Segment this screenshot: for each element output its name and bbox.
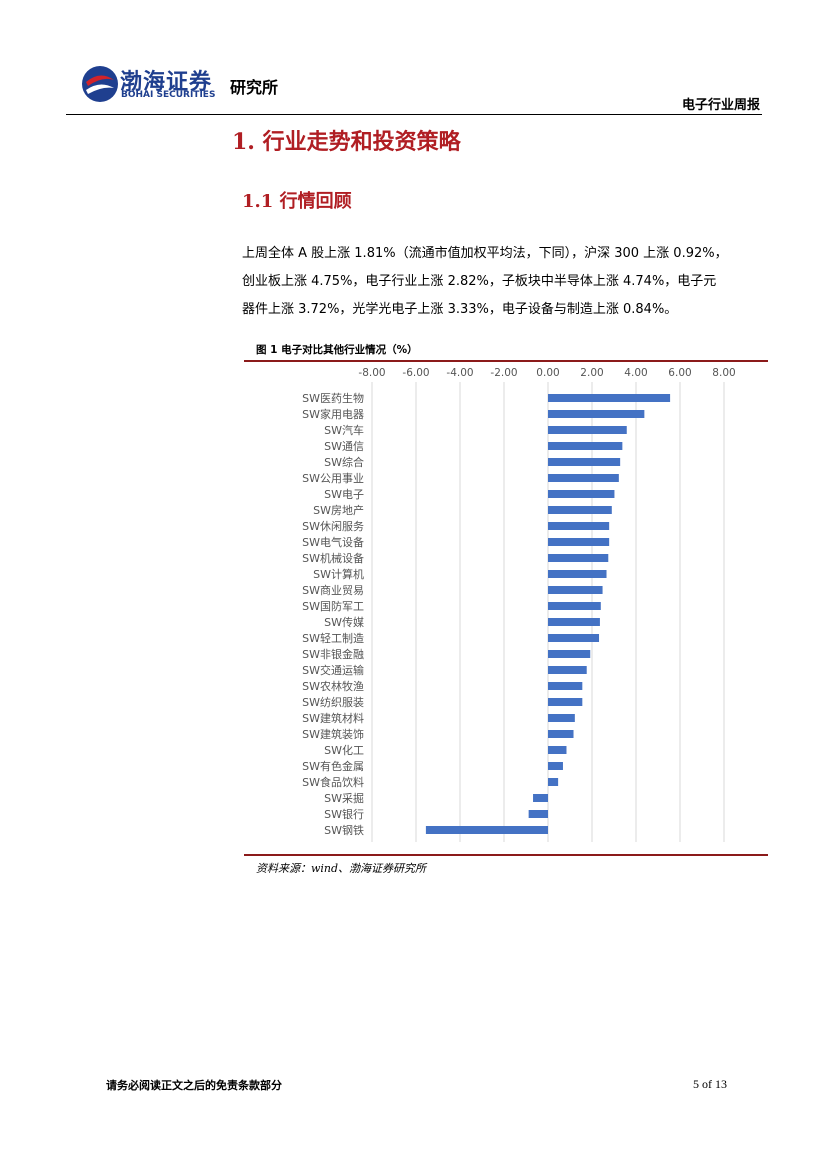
category-label: SW建筑材料 bbox=[302, 711, 364, 725]
disclaimer-note: 请务必阅读正文之后的免责条款部分 bbox=[106, 1079, 282, 1092]
bar bbox=[425, 826, 548, 834]
subsection-heading: 1.1 行情回顾 bbox=[242, 191, 352, 212]
bar bbox=[528, 810, 548, 818]
category-label: SW计算机 bbox=[313, 567, 364, 581]
category-label: SW通信 bbox=[324, 440, 364, 453]
category-label: SW钢铁 bbox=[324, 824, 364, 837]
category-label: SW传媒 bbox=[324, 616, 364, 629]
company-logo: 渤海证券 BOHAI SECURITIES 研究所 bbox=[80, 62, 300, 106]
category-label: SW非银金融 bbox=[302, 647, 364, 661]
bar bbox=[548, 570, 607, 578]
category-label: SW有色金属 bbox=[302, 759, 364, 773]
bar bbox=[548, 730, 574, 738]
bar bbox=[548, 442, 623, 450]
bar bbox=[548, 746, 567, 754]
bar bbox=[548, 554, 609, 562]
category-label: SW休闲服务 bbox=[302, 519, 364, 533]
header-divider bbox=[66, 114, 762, 115]
x-tick-label: 2.00 bbox=[580, 367, 603, 379]
category-label: SW汽车 bbox=[324, 423, 364, 437]
category-label: SW房地产 bbox=[313, 503, 364, 517]
bar bbox=[548, 762, 563, 770]
paragraph-line: 创业板上涨 4.75%，电子行业上涨 2.82%，子板块中半导体上涨 4.74%… bbox=[242, 274, 717, 289]
market-review-paragraph: 上周全体 A 股上涨 1.81%（流通市值加权平均法，下同），沪深 300 上涨… bbox=[242, 240, 762, 324]
x-tick-label: -2.00 bbox=[490, 367, 517, 379]
bar bbox=[533, 794, 548, 802]
category-label: SW家用电器 bbox=[302, 407, 364, 421]
x-tick-label: 4.00 bbox=[624, 367, 647, 379]
bar bbox=[548, 698, 583, 706]
category-label: SW公用事业 bbox=[302, 472, 364, 485]
figure-top-rule bbox=[244, 360, 768, 362]
x-tick-label: 8.00 bbox=[712, 367, 735, 379]
page-number: 5 of 13 bbox=[693, 1077, 727, 1091]
category-label: SW纺织服装 bbox=[302, 695, 364, 709]
figure-source: 资料来源：wind、渤海证券研究所 bbox=[256, 862, 427, 875]
bar bbox=[548, 506, 612, 514]
category-label: SW综合 bbox=[324, 455, 364, 469]
bar bbox=[548, 778, 559, 786]
bar bbox=[548, 538, 610, 546]
bar bbox=[548, 522, 610, 530]
category-label: SW电子 bbox=[324, 488, 364, 501]
figure-bottom-rule bbox=[244, 854, 768, 856]
category-label: SW银行 bbox=[324, 807, 364, 821]
bar bbox=[548, 410, 645, 418]
category-label: SW食品饮料 bbox=[302, 775, 364, 789]
bar bbox=[548, 634, 600, 642]
bar bbox=[548, 666, 587, 674]
category-label: SW电气设备 bbox=[302, 535, 364, 549]
category-label: SW医药生物 bbox=[302, 391, 364, 405]
category-label: SW农林牧渔 bbox=[302, 679, 364, 693]
paragraph-line: 器件上涨 3.72%，光学光电子上涨 3.33%，电子设备与制造上涨 0.84%… bbox=[242, 302, 678, 317]
bar bbox=[548, 426, 627, 434]
paragraph-line: 上周全体 A 股上涨 1.81%（流通市值加权平均法，下同），沪深 300 上涨… bbox=[242, 246, 728, 261]
x-tick-label: 0.00 bbox=[536, 367, 559, 379]
bar bbox=[548, 714, 575, 722]
section-heading: 1. 行业走势和投资策略 bbox=[232, 129, 461, 155]
bar bbox=[548, 618, 600, 626]
bar bbox=[548, 394, 671, 402]
category-label: SW采掘 bbox=[324, 791, 364, 805]
bar bbox=[548, 682, 583, 690]
category-label: SW机械设备 bbox=[302, 551, 364, 565]
bar bbox=[548, 650, 591, 658]
category-label: SW化工 bbox=[324, 743, 364, 757]
category-label: SW商业贸易 bbox=[302, 583, 364, 597]
category-label: SW国防军工 bbox=[302, 599, 364, 613]
x-tick-label: -8.00 bbox=[358, 367, 385, 379]
institute-label: 研究所 bbox=[230, 78, 279, 97]
bar bbox=[548, 586, 603, 594]
category-label: SW轻工制造 bbox=[302, 631, 364, 645]
category-label: SW建筑装饰 bbox=[302, 727, 364, 741]
bar bbox=[548, 602, 601, 610]
x-tick-label: -4.00 bbox=[446, 367, 473, 379]
category-label: SW交通运输 bbox=[302, 663, 364, 677]
figure-title: 图 1 电子对比其他行业情况（%） bbox=[256, 344, 418, 356]
bar bbox=[548, 474, 619, 482]
logo-english-name: BOHAI SECURITIES bbox=[121, 90, 216, 100]
bar bbox=[548, 490, 615, 498]
bohai-logo-icon bbox=[82, 66, 118, 102]
report-type: 电子行业周报 bbox=[681, 98, 760, 113]
bar bbox=[548, 458, 621, 466]
logo-chinese-name: 渤海证券 bbox=[120, 69, 213, 95]
x-tick-label: 6.00 bbox=[668, 367, 691, 379]
industry-comparison-chart: -8.00 -6.00 -4.00 -2.00 0.00 2.00 4.00 6.00 8.00… bbox=[302, 367, 736, 842]
x-tick-label: -6.00 bbox=[402, 367, 429, 379]
